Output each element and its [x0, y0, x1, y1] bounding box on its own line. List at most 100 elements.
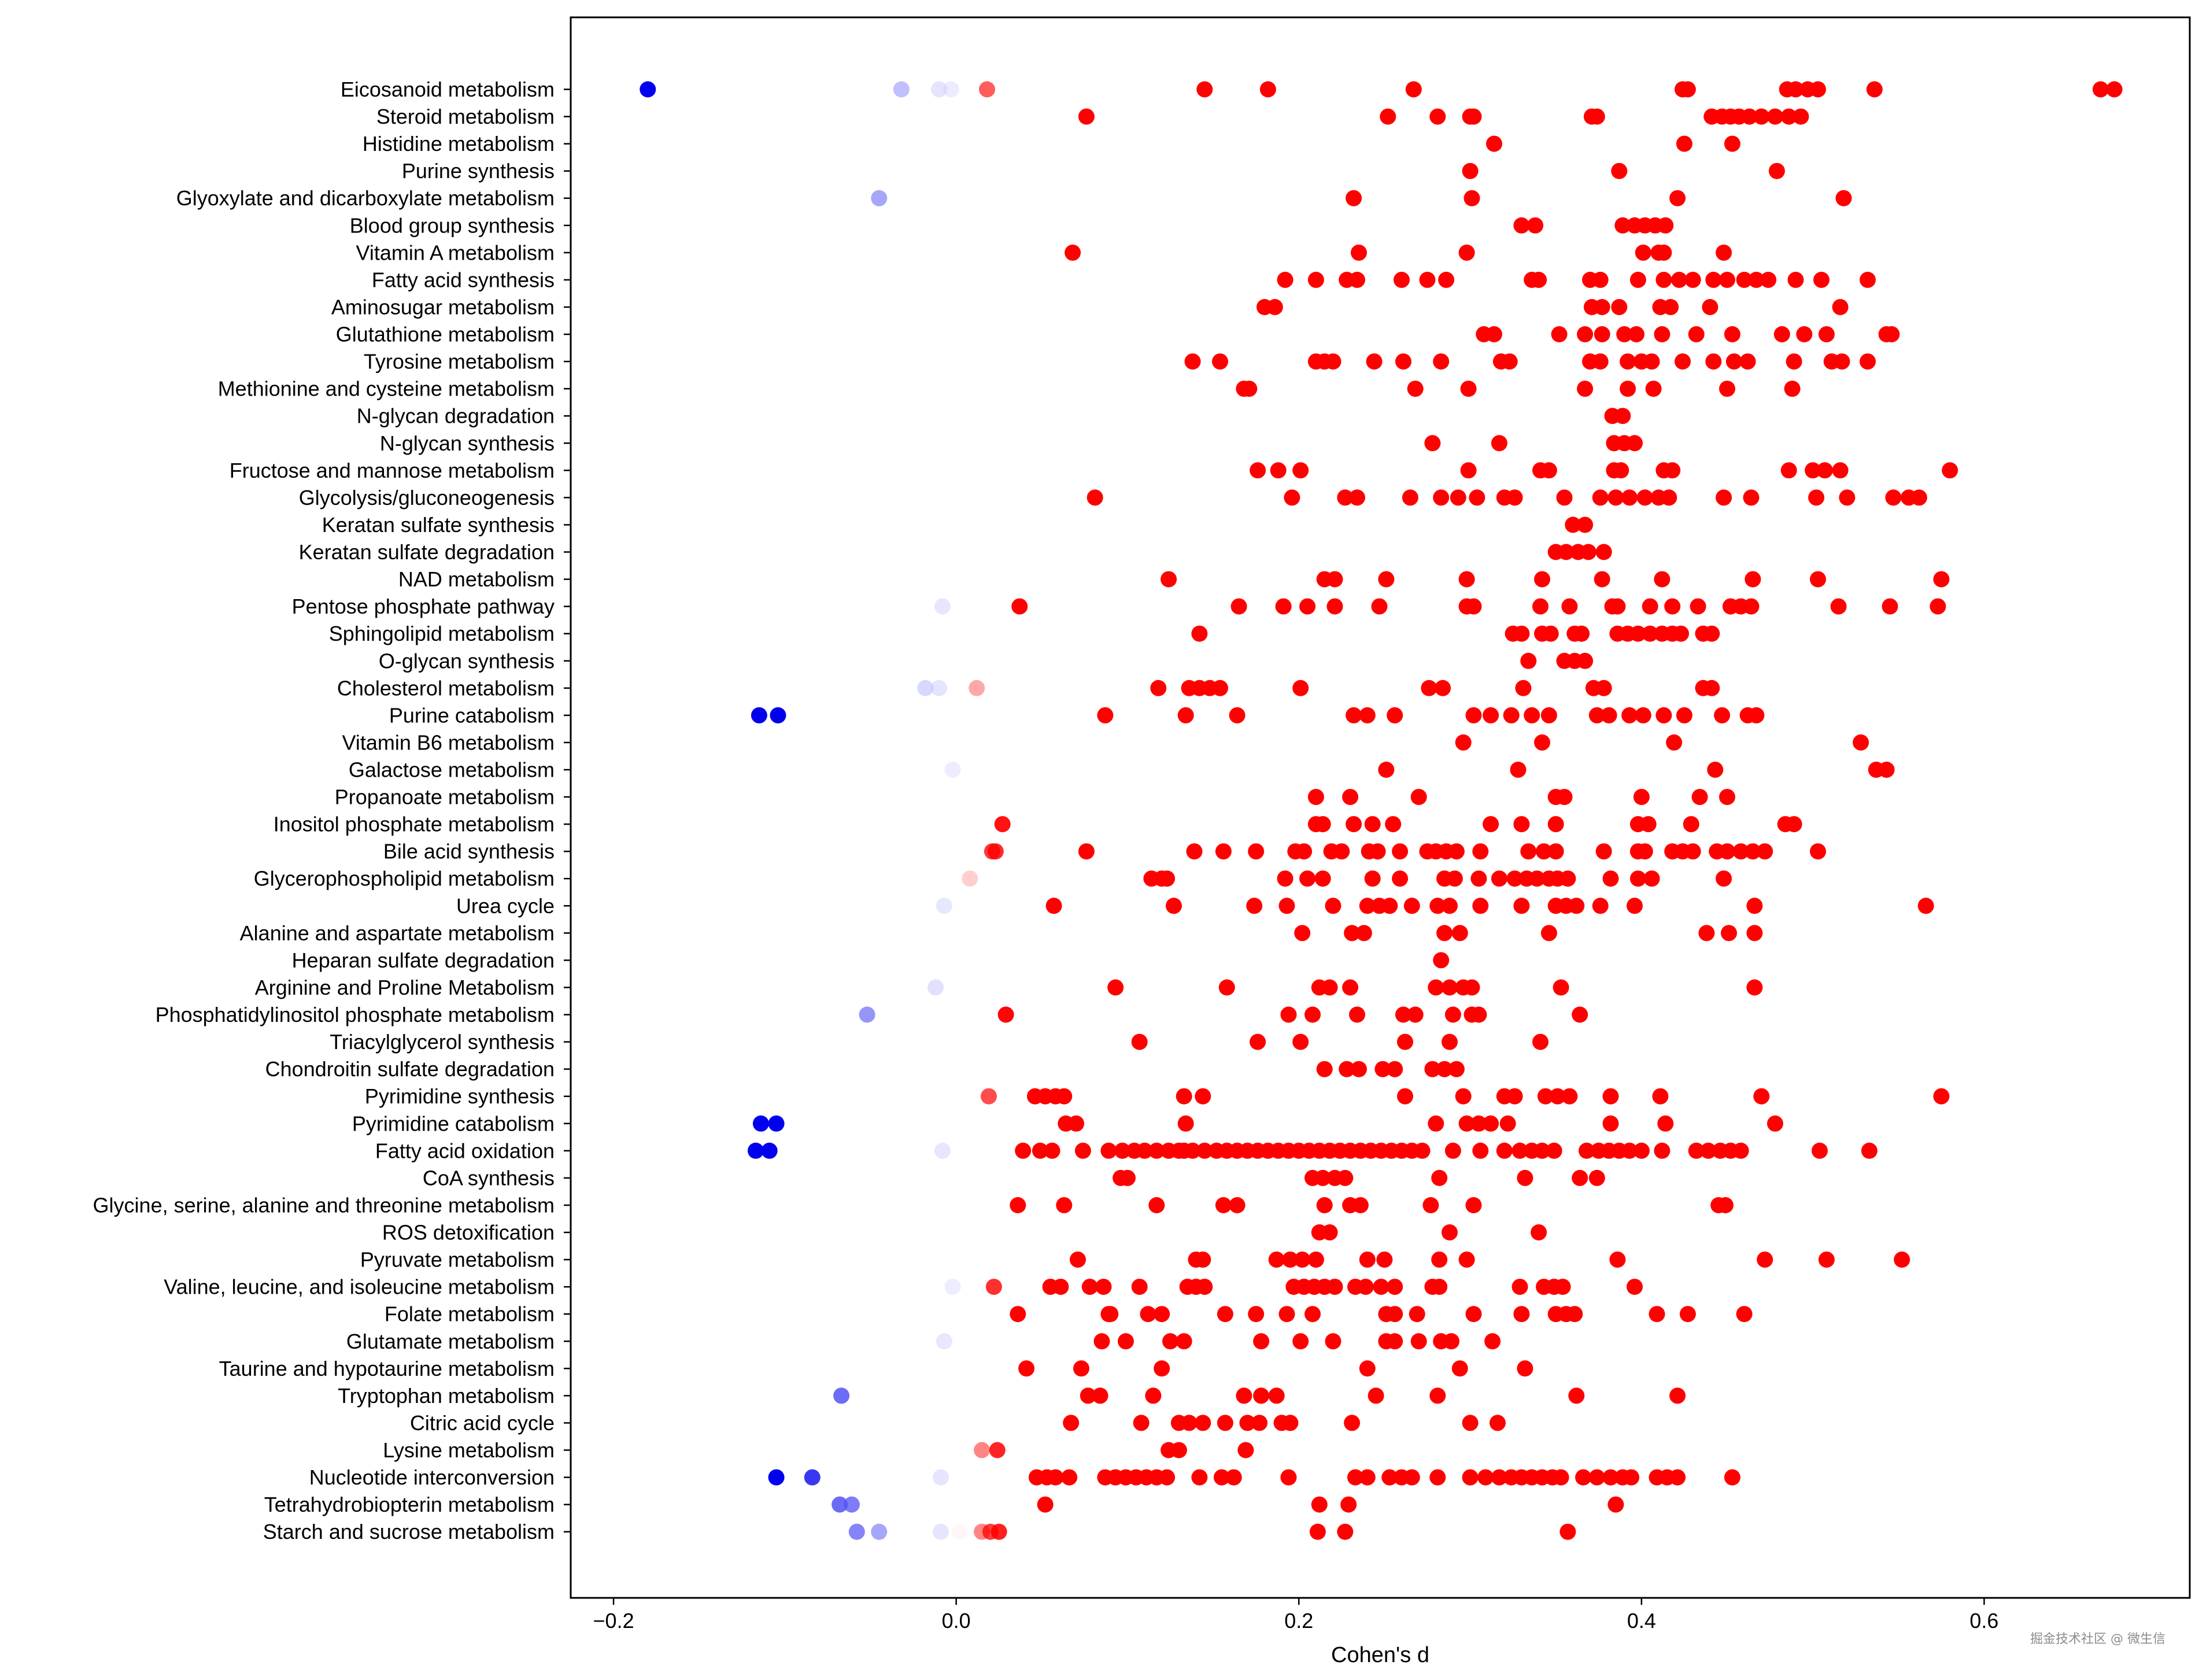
- data-point: [1532, 598, 1548, 615]
- data-point: [1374, 1061, 1391, 1077]
- data-point: [1397, 1033, 1413, 1050]
- data-point: [1546, 1142, 1562, 1159]
- data-point: [1540, 925, 1557, 941]
- data-point: [1594, 326, 1610, 342]
- data-point: [1748, 707, 1765, 723]
- data-point: [1760, 271, 1777, 288]
- data-point: [1537, 1088, 1554, 1105]
- data-point: [1294, 925, 1311, 941]
- data-point: [1344, 925, 1361, 941]
- data-point: [1784, 381, 1801, 397]
- data-point: [1407, 1006, 1424, 1023]
- data-point: [1385, 816, 1402, 833]
- data-point: [1627, 898, 1643, 914]
- data-point: [1501, 353, 1518, 370]
- data-point: [1642, 598, 1658, 615]
- data-point: [1380, 108, 1396, 125]
- data-point: [1553, 1469, 1569, 1486]
- y-tick-label: Tetrahydrobiopterin metabolism: [264, 1493, 555, 1516]
- data-point: [1477, 1469, 1494, 1486]
- data-point: [943, 81, 959, 98]
- data-point: [1635, 707, 1651, 723]
- data-point: [1018, 1360, 1035, 1377]
- data-point: [1280, 1469, 1297, 1486]
- data-point: [1669, 1387, 1686, 1404]
- data-point: [1757, 1251, 1773, 1268]
- data-point: [1100, 1142, 1117, 1159]
- data-point: [1448, 843, 1465, 860]
- data-point: [1337, 1169, 1354, 1186]
- data-point: [1669, 190, 1686, 206]
- data-point: [1767, 108, 1783, 125]
- data-point: [1472, 843, 1489, 860]
- data-point: [768, 1469, 785, 1486]
- data-point: [1463, 190, 1480, 206]
- data-point: [871, 1523, 888, 1540]
- data-point: [1786, 353, 1802, 370]
- data-point: [1196, 1279, 1213, 1295]
- data-point: [1540, 462, 1557, 479]
- data-point: [1359, 1251, 1376, 1268]
- data-point: [1107, 979, 1124, 996]
- data-point: [1451, 925, 1468, 941]
- data-point: [1810, 843, 1826, 860]
- data-point: [1282, 1415, 1299, 1431]
- data-point: [1344, 1415, 1361, 1431]
- data-point: [833, 1387, 850, 1404]
- data-point: [1669, 1469, 1686, 1486]
- data-point: [1577, 381, 1594, 397]
- data-point: [1316, 1061, 1333, 1077]
- data-point: [1299, 870, 1316, 887]
- data-point: [1253, 1387, 1270, 1404]
- y-tick-label: Eicosanoid metabolism: [341, 77, 555, 101]
- data-point: [1645, 381, 1662, 397]
- data-point: [1359, 898, 1376, 914]
- data-point: [1063, 1415, 1080, 1431]
- data-point: [1621, 707, 1638, 723]
- data-point: [1266, 299, 1283, 315]
- data-point: [1860, 271, 1876, 288]
- data-point: [1640, 816, 1657, 833]
- y-tick-label: O-glycan synthesis: [379, 649, 555, 673]
- data-point: [1732, 1142, 1749, 1159]
- y-tick-label: Triacylglycerol synthesis: [330, 1030, 555, 1054]
- data-point: [1351, 1061, 1367, 1077]
- data-point: [1465, 1197, 1482, 1213]
- y-tick-label: Pyrimidine catabolism: [352, 1112, 555, 1135]
- data-point: [1536, 843, 1552, 860]
- data-point: [1613, 462, 1629, 479]
- data-point: [1746, 898, 1763, 914]
- data-point: [1074, 1142, 1091, 1159]
- data-point: [1114, 1142, 1131, 1159]
- data-point: [1810, 571, 1826, 588]
- data-point: [1212, 353, 1228, 370]
- data-point: [1462, 163, 1479, 179]
- data-point: [1549, 1088, 1566, 1105]
- data-point: [1652, 1088, 1669, 1105]
- data-point: [1534, 1142, 1550, 1159]
- data-point: [1654, 1142, 1670, 1159]
- data-point: [985, 1279, 1002, 1295]
- y-tick-label: Aminosugar metabolism: [331, 295, 555, 319]
- data-point: [1409, 1306, 1425, 1323]
- data-point: [1355, 925, 1372, 941]
- data-point: [1369, 843, 1386, 860]
- data-point: [1357, 1279, 1374, 1295]
- data-point: [1140, 1306, 1156, 1323]
- data-point: [1333, 843, 1350, 860]
- data-point: [1458, 571, 1475, 588]
- data-point: [1371, 598, 1388, 615]
- data-point: [1119, 1169, 1136, 1186]
- data-point: [1716, 870, 1732, 887]
- data-point: [1010, 1306, 1026, 1323]
- data-point: [848, 1523, 865, 1540]
- data-point: [1442, 898, 1458, 914]
- data-point: [1195, 1251, 1211, 1268]
- data-point: [1275, 598, 1292, 615]
- data-point: [1311, 1496, 1328, 1513]
- data-point: [1633, 789, 1650, 806]
- data-point: [1387, 1279, 1403, 1295]
- data-point: [1118, 1333, 1134, 1350]
- data-point: [1757, 843, 1773, 860]
- data-point: [1592, 271, 1609, 288]
